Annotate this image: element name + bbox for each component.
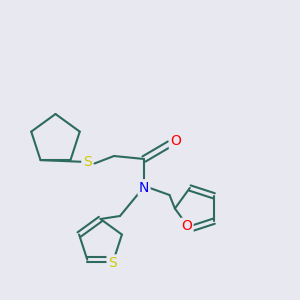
Text: O: O — [170, 134, 181, 148]
Text: N: N — [139, 181, 149, 194]
Text: S: S — [82, 155, 91, 169]
Text: O: O — [182, 219, 192, 233]
Text: S: S — [108, 256, 117, 270]
